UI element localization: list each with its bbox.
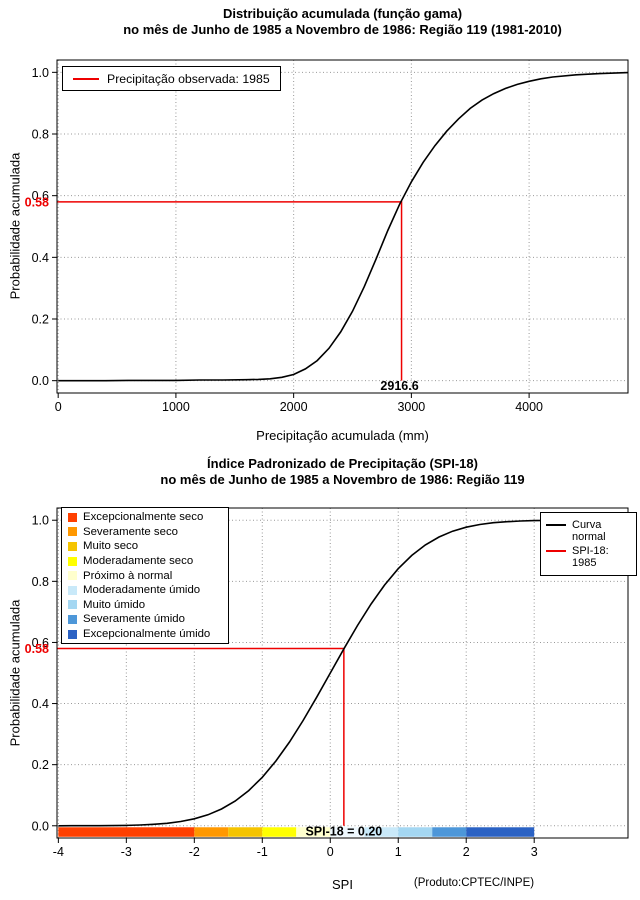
spi-colorbar-segment xyxy=(432,827,467,837)
spi-colorbar-segment xyxy=(262,827,297,837)
x-tick-label: 2000 xyxy=(280,400,308,414)
cdf-curve xyxy=(58,519,630,827)
plot-border xyxy=(56,59,629,394)
x-tick-label: -4 xyxy=(53,845,64,859)
category-label: Próximo à normal xyxy=(83,569,173,582)
category-color-swatch xyxy=(68,556,77,566)
marker-reference-lines xyxy=(57,647,345,826)
x-tick-label: -1 xyxy=(257,845,268,859)
y-tick-label: 0.0 xyxy=(32,819,49,833)
y-tick-label: 0.8 xyxy=(32,128,49,142)
x-tick-label: 3 xyxy=(531,845,538,859)
category-label: Excepcionalmente úmido xyxy=(83,628,211,641)
category-label: Muito seco xyxy=(83,540,139,553)
spi-title-line1: Índice Padronizado de Precipitação (SPI-… xyxy=(207,456,478,471)
marker-value-label: SPI-18 = 0.20 xyxy=(305,825,382,839)
spi-x-axis-title: SPI xyxy=(332,877,353,892)
marker-probability-label: 0.58 xyxy=(25,195,49,209)
spi-cdf-plot: 0.0 0.2 0.4 0.6 0.8 1.0 -4 -3 -2 -1 0 1 2 3 0.58 SPI-18… xyxy=(25,507,630,859)
y-tick-label: 0.6 xyxy=(32,636,49,650)
spi-category-item: Muito seco xyxy=(68,539,222,554)
category-color-swatch xyxy=(68,600,77,610)
marker-probability-label: 0.58 xyxy=(25,642,49,656)
spi-colorbar-segment xyxy=(330,827,365,837)
legend-label: Curva normal xyxy=(572,519,606,543)
category-color-swatch xyxy=(68,614,77,624)
legend-label: SPI-18: 1985 xyxy=(572,545,609,569)
cdf-curve xyxy=(58,71,629,382)
legend-line-sample xyxy=(73,77,99,80)
category-color-swatch xyxy=(68,629,77,639)
y-tick-label: 0.6 xyxy=(32,189,49,203)
y-tick-label: 1.0 xyxy=(32,514,49,528)
y-tick-label: 0.2 xyxy=(32,758,49,772)
spi-category-item: Excepcionalmente úmido xyxy=(68,627,222,642)
marker-value-label: 2916.6 xyxy=(380,379,418,393)
x-tick-label: 4000 xyxy=(515,400,543,414)
gamma-title-line1: Distribuição acumulada (função gama) xyxy=(222,6,463,21)
gamma-cdf-panel: 0.0 0.2 0.4 0.6 0.8 1.0 0 1000 2000 3000 4000 0.58 2… xyxy=(7,6,629,443)
x-tick-label: -2 xyxy=(189,845,200,859)
category-label: Severamente úmido xyxy=(83,613,185,626)
x-tick-label: -3 xyxy=(121,845,132,859)
spi-category-legend: Excepcionalmente seco Severamente seco Mui… xyxy=(61,507,229,645)
y-tick-label: 0.4 xyxy=(32,251,49,265)
gamma-y-axis-title: Probabilidade acumulada xyxy=(7,152,23,300)
curve-legend-item: Curva normal xyxy=(546,519,631,543)
legend-label: Precipitação observada: 1985 xyxy=(107,71,270,86)
gamma-x-axis-title: Precipitação acumulada (mm) xyxy=(256,428,429,443)
marker-reference-lines xyxy=(57,201,403,381)
spi-cdf-panel: 0.0 0.2 0.4 0.6 0.8 1.0 -4 -3 -2 -1 0 1 2 3 0.58 SPI-18… xyxy=(0,450,640,900)
spi-category-item: Muito úmido xyxy=(68,598,222,613)
legend-line-sample xyxy=(546,550,566,552)
spi-colorbar-segment xyxy=(58,827,195,837)
spi-colorbar-segment xyxy=(228,827,263,837)
y-tick-label: 1.0 xyxy=(32,66,49,80)
category-color-swatch xyxy=(68,527,77,537)
y-tick-label: 0.4 xyxy=(32,697,49,711)
spi-colorbar-segment xyxy=(364,827,399,837)
y-tick-label: 0.2 xyxy=(32,313,49,327)
spi-curve-legend: Curva normal SPI-18: 1985 xyxy=(540,512,637,576)
category-label: Moderadamente úmido xyxy=(83,584,201,597)
gamma-cdf-plot: 0.0 0.2 0.4 0.6 0.8 1.0 0 1000 2000 3000 4000 0.58 2… xyxy=(25,59,629,414)
spi-category-item: Excepcionalmente seco xyxy=(68,510,222,525)
y-tick-label: 0.0 xyxy=(32,374,49,388)
spi-category-item: Severamente úmido xyxy=(68,612,222,627)
category-label: Muito úmido xyxy=(83,598,146,611)
category-label: Severamente seco xyxy=(83,525,178,538)
spi-category-item: Moderadamente úmido xyxy=(68,583,222,598)
gamma-legend: Precipitação observada: 1985 xyxy=(62,66,281,91)
x-tick-label: 0 xyxy=(55,400,62,414)
spi-colorbar-segment xyxy=(466,827,535,837)
spi-y-axis-title: Probabilidade acumulada xyxy=(7,599,23,747)
category-label: Moderadamente seco xyxy=(83,555,194,568)
legend-line-sample xyxy=(546,524,566,526)
x-tick-label: 3000 xyxy=(397,400,425,414)
spi-category-item: Moderadamente seco xyxy=(68,554,222,569)
x-tick-label: 1 xyxy=(395,845,402,859)
x-tick-label: 2 xyxy=(463,845,470,859)
category-color-swatch xyxy=(68,541,77,551)
y-tick-label: 0.8 xyxy=(32,575,49,589)
spi-colorbar-segment xyxy=(398,827,433,837)
category-label: Excepcionalmente seco xyxy=(83,511,204,524)
spi-category-item: Próximo à normal xyxy=(68,568,222,583)
curve-legend-item: SPI-18: 1985 xyxy=(546,545,631,569)
spi-category-item: Severamente seco xyxy=(68,525,222,540)
category-color-swatch xyxy=(68,585,77,595)
x-tick-label: 0 xyxy=(327,845,334,859)
spi-colorbar-segment xyxy=(296,827,331,837)
spi-colorbar-segment xyxy=(194,827,229,837)
credit-text: (Produto:CPTEC/INPE) xyxy=(413,877,535,889)
plot-border xyxy=(56,507,629,839)
spi-title-line2: no mês de Junho de 1985 a Novembro de 19… xyxy=(160,472,525,487)
gamma-title-line2: no mês de Junho de 1985 a Novembro de 19… xyxy=(123,22,562,37)
category-color-swatch xyxy=(68,571,77,581)
x-tick-label: 1000 xyxy=(162,400,190,414)
category-color-swatch xyxy=(68,512,77,522)
